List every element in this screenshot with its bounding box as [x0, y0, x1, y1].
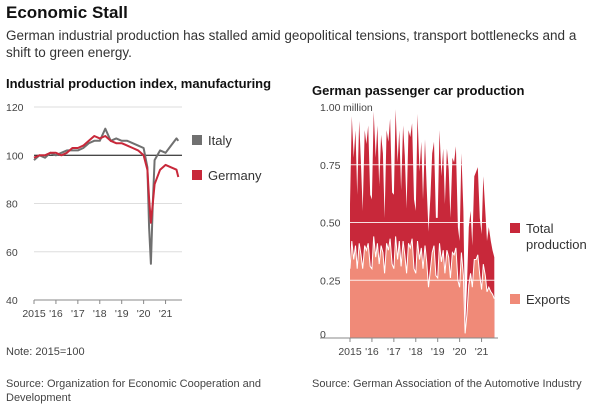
legend-swatch-italy: [192, 135, 202, 145]
y-tick-label: 0.75: [320, 160, 341, 172]
legend-line: Total: [526, 221, 554, 236]
left-chart-title: Industrial production index, manufacturi…: [6, 76, 272, 91]
series-line-germany: [33, 135, 180, 224]
y-tick-label: 0.50: [320, 218, 341, 230]
page-subtitle: German industrial production has stalled…: [6, 28, 577, 60]
y-unit-label: million: [343, 102, 373, 114]
industrial-production-chart: 120 100 80 60 40 2015'16 '17 '18 '19 '20 '21 Italy G…: [6, 102, 262, 320]
x-tick-label: 2015: [22, 308, 46, 320]
x-tick-label: '16: [49, 308, 63, 320]
x-tick-label: '20: [453, 346, 467, 358]
right-chart-source: Source: German Association of the Automo…: [312, 378, 582, 390]
y-tick-label: 100: [6, 150, 24, 162]
y-tick-label: 1.00: [320, 102, 341, 114]
x-tick-label: '21: [159, 308, 173, 320]
x-tick-label: '17: [387, 346, 401, 358]
x-tick-label: '17: [71, 308, 85, 320]
x-tick-label: '20: [137, 308, 151, 320]
x-tick-label: '19: [431, 346, 445, 358]
y-tick-label: 0.25: [320, 275, 341, 287]
area-exports: [350, 236, 495, 338]
y-tick-label: 0: [320, 329, 326, 341]
legend-line: production: [526, 237, 587, 252]
left-chart-note: Note: 2015=100: [6, 346, 85, 358]
x-tick-label: '19: [115, 308, 129, 320]
y-tick-label: 80: [6, 199, 18, 211]
x-tick-label: '21: [475, 346, 489, 358]
x-tick-label: '18: [93, 308, 107, 320]
legend-swatch-exports: [510, 294, 520, 304]
legend-label-germany: Germany: [208, 168, 262, 183]
legend-label-total-production: Total production: [526, 221, 587, 252]
legend-label-exports: Exports: [526, 292, 571, 307]
series-line-italy: [33, 127, 180, 265]
x-tick-label: '18: [409, 346, 423, 358]
x-tick-label: '16: [365, 346, 379, 358]
left-chart-source: Source: Organization for Economic Cooper…: [6, 378, 261, 404]
y-tick-label: 60: [6, 247, 18, 259]
exports-outline: [349, 236, 495, 334]
page-title: Economic Stall: [6, 3, 128, 22]
legend-swatch-germany: [192, 170, 202, 180]
legend-swatch-total-production: [510, 223, 520, 233]
car-production-chart: 1.00 million 0.75 0.50 0.25 0 2015'16 '17 '18 '19…: [320, 102, 587, 358]
y-tick-label: 120: [6, 102, 24, 114]
x-tick-label: 2015: [338, 346, 362, 358]
right-chart-title: German passenger car production: [312, 83, 525, 98]
y-tick-label: 40: [6, 295, 18, 307]
legend-label-italy: Italy: [208, 133, 232, 148]
